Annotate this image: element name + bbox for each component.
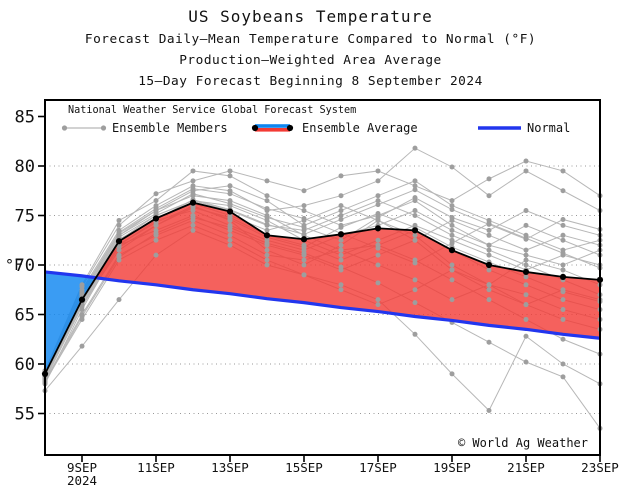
y-tick-label: 70 <box>15 256 35 276</box>
ensemble-member-line <box>44 200 601 377</box>
ensemble-average-line <box>44 201 601 375</box>
chart-subtitle-3: 15–Day Forecast Beginning 8 September 20… <box>138 74 483 89</box>
x-tick-label: 11SEP <box>137 460 175 475</box>
y-tick-label: 65 <box>15 306 35 326</box>
y-axis-unit-label: °F <box>5 256 23 274</box>
plot-frame <box>44 99 601 456</box>
x-tick-label: 13SEP <box>211 460 249 475</box>
y-tick-label: 60 <box>15 355 35 375</box>
x-tick-label: 23SEP <box>581 460 619 475</box>
y-tick-label: 80 <box>15 157 35 177</box>
x-tick-year-label: 2024 <box>67 473 97 485</box>
x-tick-label: 21SEP <box>507 460 545 475</box>
chart-subtitle-1: Forecast Daily–Mean Temperature Compared… <box>84 32 537 47</box>
y-tick-label: 85 <box>15 108 35 128</box>
normal-line <box>44 270 601 340</box>
copyright-watermark: © World Ag Weather <box>457 436 588 450</box>
title-block: US Soybeans Temperature Forecast Daily–M… <box>0 0 621 89</box>
x-tick-label: 19SEP <box>433 460 471 475</box>
ensemble-member-line <box>44 188 601 373</box>
chart-title: US Soybeans Temperature <box>188 7 433 26</box>
ensemble-member-line <box>44 193 601 375</box>
y-tick-label: 75 <box>15 207 35 227</box>
x-tick-label: 15SEP <box>285 460 323 475</box>
ensemble-average-dots <box>41 199 604 377</box>
ensemble-member-line <box>44 170 601 372</box>
chart-subtitle-2: Production–Weighted Area Average <box>179 53 442 68</box>
warmer-than-normal-fill <box>95 202 600 339</box>
ensemble-member-line <box>44 147 601 373</box>
x-tick-label: 9SEP <box>67 460 97 475</box>
y-tick-label: 55 <box>15 405 35 425</box>
x-tick-label: 17SEP <box>359 460 397 475</box>
ensemble-member-line <box>44 160 601 372</box>
